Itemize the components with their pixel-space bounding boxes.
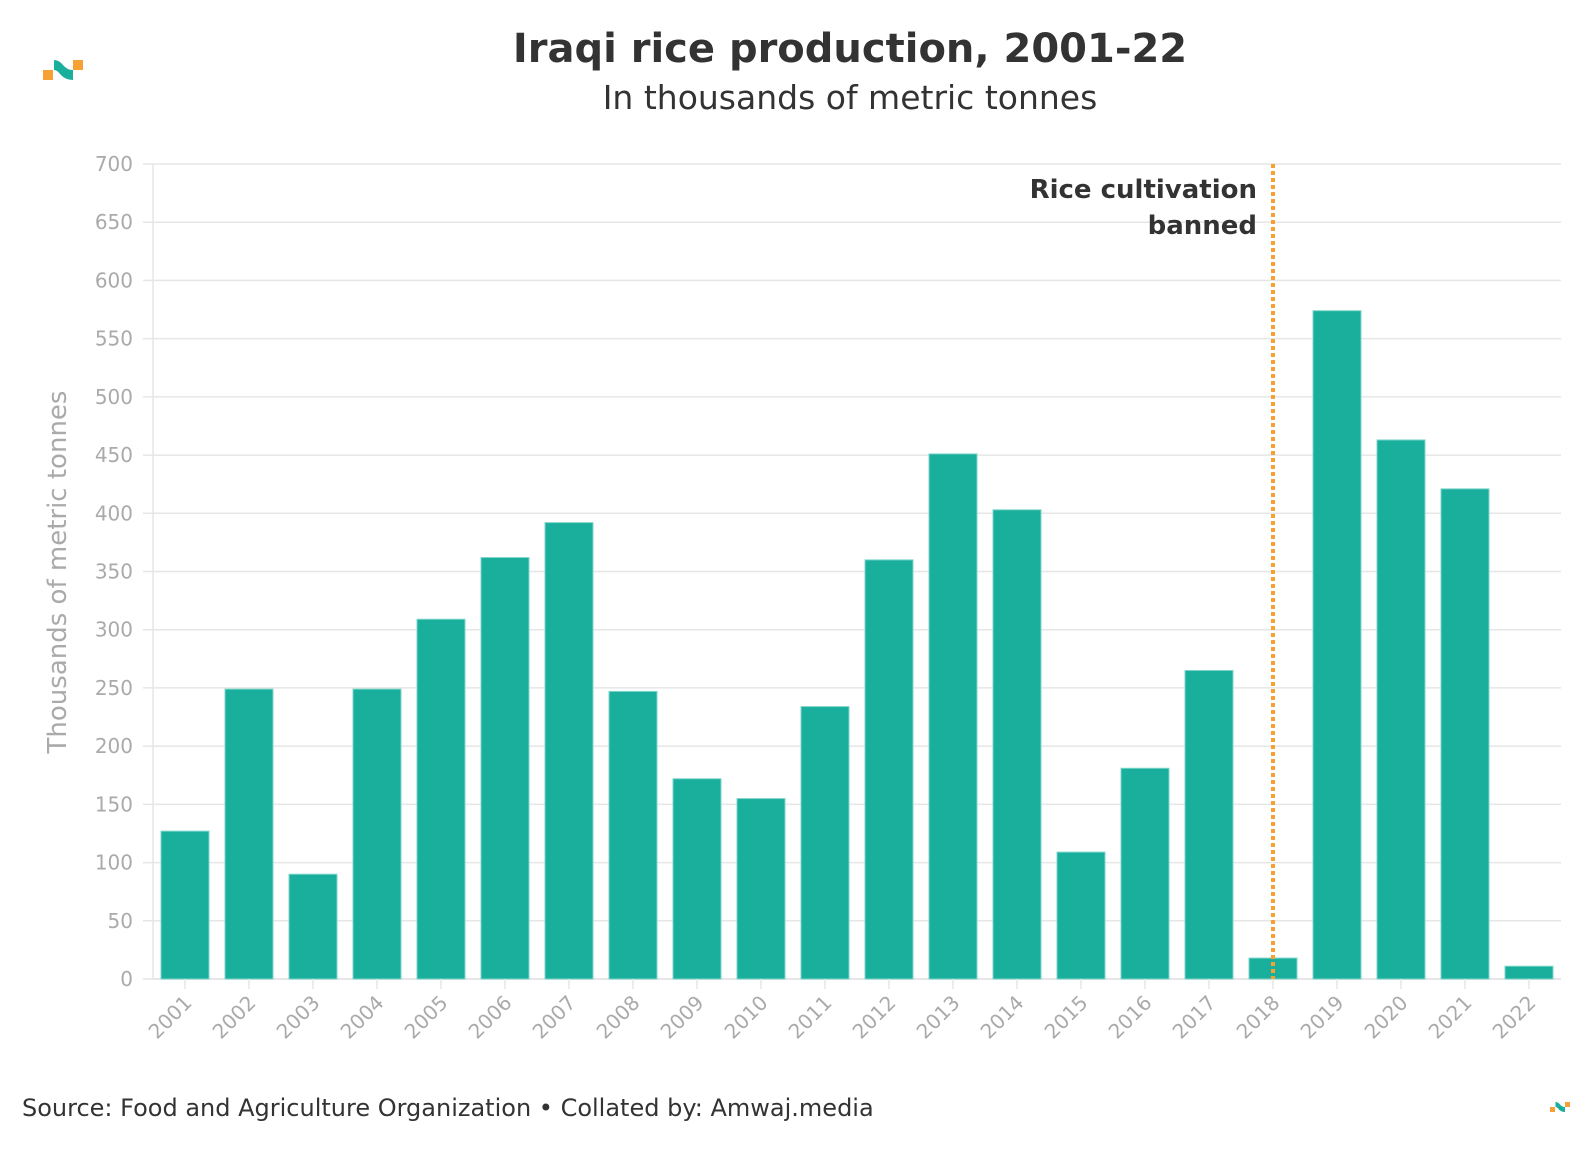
bar-2002 (224, 688, 274, 980)
x-tick-label: 2018 (1232, 991, 1285, 1044)
y-tick-label: 500 (95, 385, 133, 409)
amwaj-logo-small-icon (1550, 1102, 1570, 1112)
bar-2020 (1376, 439, 1426, 980)
x-tick-label: 2006 (464, 991, 517, 1044)
x-tick-label: 2019 (1296, 991, 1349, 1044)
bar-2014 (992, 509, 1042, 980)
bar-2015 (1056, 851, 1106, 980)
x-tick-label: 2020 (1360, 991, 1413, 1044)
x-tick-label: 2008 (592, 991, 645, 1044)
bar-2004 (352, 688, 402, 980)
y-tick-label: 600 (95, 268, 133, 292)
chart-title: Iraqi rice production, 2001-22 (512, 26, 1188, 72)
amwaj-logo-icon (43, 60, 83, 80)
y-tick-label: 100 (95, 851, 133, 875)
x-tick-label: 2017 (1168, 991, 1221, 1044)
y-tick-label: 250 (95, 676, 133, 700)
bar-2021 (1440, 488, 1490, 980)
y-tick-label: 0 (120, 967, 133, 991)
bar-2003 (288, 873, 338, 980)
y-tick-label: 200 (95, 734, 133, 758)
annotation-label: banned (1148, 211, 1257, 241)
x-tick-label: 2022 (1488, 991, 1541, 1044)
y-tick-label: 700 (95, 152, 133, 176)
y-axis-label: Thousands of metric tonnes (43, 391, 73, 755)
x-tick-label: 2001 (144, 991, 197, 1044)
x-tick-label: 2009 (656, 991, 709, 1044)
bar-2001 (160, 830, 210, 980)
y-tick-label: 650 (95, 210, 133, 234)
bar-2007 (544, 522, 594, 980)
chart-subtitle: In thousands of metric tonnes (602, 78, 1098, 117)
bar-2019 (1312, 310, 1362, 980)
x-tick-label: 2004 (336, 991, 389, 1044)
x-tick-label: 2010 (720, 991, 773, 1044)
y-tick-label: 450 (95, 443, 133, 467)
bar-2013 (928, 453, 978, 980)
bar-2008 (608, 690, 658, 980)
x-tick-label: 2002 (208, 991, 261, 1044)
bar-2017 (1184, 669, 1234, 980)
bar-2012 (864, 559, 914, 980)
bar-2010 (736, 798, 786, 980)
y-tick-label: 350 (95, 560, 133, 584)
y-tick-label: 150 (95, 792, 133, 816)
annotation-label: Rice cultivation (1030, 175, 1257, 205)
y-tick-label: 550 (95, 327, 133, 351)
source-footer: Source: Food and Agriculture Organizatio… (22, 1094, 874, 1122)
x-tick-label: 2014 (976, 991, 1029, 1044)
x-tick-label: 2016 (1104, 991, 1157, 1044)
x-tick-label: 2003 (272, 991, 325, 1044)
bar-2011 (800, 706, 850, 980)
y-tick-label: 50 (108, 909, 133, 933)
bar-2006 (480, 557, 530, 980)
x-tick-label: 2015 (1040, 991, 1093, 1044)
x-tick-label: 2007 (528, 991, 581, 1044)
x-tick-label: 2013 (912, 991, 965, 1044)
bar-2009 (672, 778, 722, 980)
bar-2022 (1504, 965, 1554, 980)
y-tick-label: 400 (95, 501, 133, 525)
x-tick-label: 2012 (848, 991, 901, 1044)
bar-2018 (1248, 957, 1298, 980)
bar-chart: 0 50 100 150 200 250 300 350 400 450 500 550 600 650 7… (43, 152, 1561, 1044)
y-tick-label: 300 (95, 618, 133, 642)
bar-2016 (1120, 767, 1170, 980)
x-tick-label: 2011 (784, 991, 837, 1044)
x-tick-label: 2005 (400, 991, 453, 1044)
x-tick-label: 2021 (1424, 991, 1477, 1044)
bar-2005 (416, 618, 466, 980)
